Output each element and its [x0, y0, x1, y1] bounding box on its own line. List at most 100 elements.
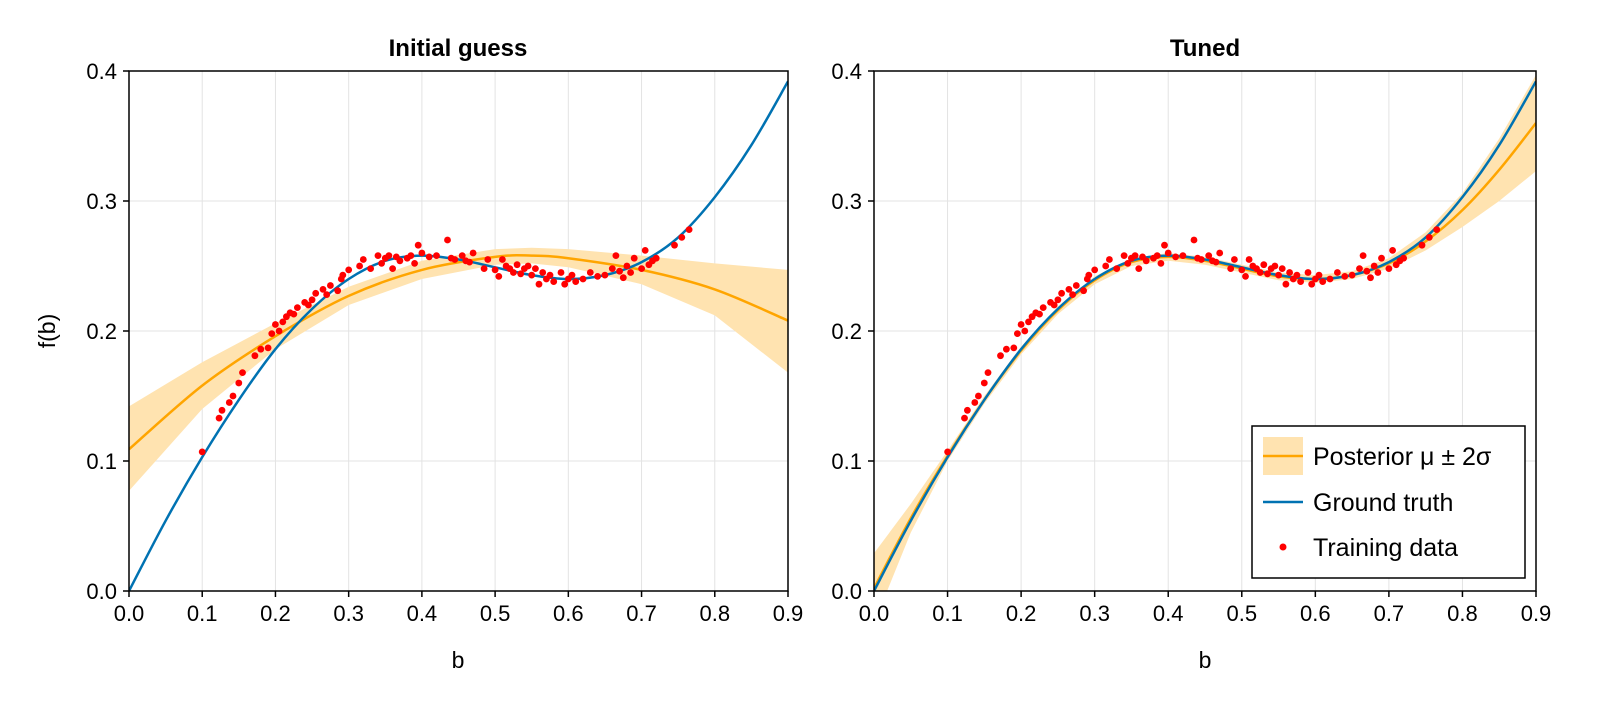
training-data-point: [1341, 273, 1349, 280]
training-data-point: [1418, 241, 1426, 249]
training-data-point: [1425, 234, 1433, 241]
x-tick-label: 0.8: [699, 601, 730, 626]
training-data-point: [1216, 249, 1224, 257]
training-data-point: [619, 274, 627, 282]
training-data-point: [345, 266, 353, 274]
training-data-point: [215, 414, 223, 422]
training-data-point: [229, 392, 237, 400]
training-data-point: [1190, 236, 1198, 244]
x-tick-label: 0.2: [260, 601, 291, 626]
training-data-point: [532, 265, 539, 272]
x-tick-label: 0.0: [114, 601, 145, 626]
y-tick-label: 0.3: [831, 189, 862, 214]
training-data-point: [1179, 252, 1187, 259]
training-data-point: [572, 278, 580, 285]
training-data-point: [308, 296, 316, 304]
panel-initial-guess: 0.0 0.1 0.2 0.3 0.4 0.5 0.6 0.7 0.8 0.9 0.0 0.1 0.2 0…: [34, 35, 803, 673]
training-data-point: [444, 236, 451, 244]
training-data-point: [1021, 327, 1029, 335]
training-data-point: [411, 260, 418, 267]
training-data-point: [1334, 269, 1341, 276]
training-data-point: [971, 399, 979, 406]
training-data-point: [1433, 226, 1441, 234]
training-data-point: [418, 249, 426, 257]
ground-truth-line: [129, 80, 788, 591]
training-data-point: [385, 252, 393, 259]
training-data-point: [425, 253, 433, 261]
training-data-point: [1142, 257, 1150, 265]
training-data-point: [997, 352, 1004, 360]
training-data-point: [1072, 282, 1080, 289]
training-data-point: [517, 270, 525, 278]
training-data-point: [1197, 256, 1205, 263]
training-data-point: [396, 257, 404, 265]
y-tick-label: 0.4: [831, 59, 862, 84]
training-data-point: [984, 369, 992, 376]
training-data-point: [975, 392, 982, 400]
training-data-point: [312, 289, 320, 297]
training-data-point: [1275, 271, 1282, 279]
training-data-point: [480, 265, 488, 272]
x-tick-label: 0.5: [480, 601, 511, 626]
chart-title: Tuned: [1170, 35, 1240, 62]
training-data-point: [1286, 269, 1293, 276]
training-data-point: [616, 267, 623, 275]
training-data-point: [275, 327, 283, 335]
training-data-point: [1363, 267, 1371, 275]
training-data-point: [627, 269, 634, 276]
training-data-point: [1212, 258, 1220, 266]
y-tick-label: 0.0: [86, 579, 117, 604]
training-data-point: [1400, 254, 1407, 262]
training-data-point: [1102, 262, 1110, 270]
ground-truth-line: [874, 80, 1536, 591]
training-data-point: [685, 226, 693, 234]
training-data-point: [1161, 241, 1168, 249]
y-axis-label: f(b): [34, 314, 60, 349]
training-data-point: [546, 271, 554, 279]
x-tick-label: 0.9: [773, 601, 804, 626]
chart-title: Initial guess: [389, 35, 528, 62]
training-data-point: [225, 399, 233, 406]
training-data-point: [1378, 254, 1385, 262]
training-data-point: [1172, 253, 1179, 261]
training-data-point: [1271, 262, 1279, 270]
training-data-point: [1120, 252, 1128, 259]
y-tick-label: 0.0: [831, 579, 862, 604]
training-data-point: [1205, 252, 1213, 259]
x-tick-label: 0.2: [1006, 601, 1037, 626]
training-data-point: [407, 252, 415, 259]
training-data-point: [608, 265, 616, 272]
training-data-point: [1231, 256, 1238, 263]
x-tick-label: 0.8: [1447, 601, 1478, 626]
training-data-point: [1014, 330, 1021, 337]
training-data-point: [1131, 252, 1139, 259]
training-data-point: [1017, 321, 1025, 328]
x-tick-label: 0.3: [1079, 601, 1110, 626]
training-data-point: [1036, 310, 1043, 318]
training-data-point: [1278, 265, 1286, 272]
training-data-point: [1113, 265, 1121, 272]
training-data-point: [334, 287, 342, 295]
training-data-point: [495, 273, 503, 280]
training-data-point: [1315, 271, 1323, 279]
training-data-point: [964, 406, 971, 414]
training-data-point: [1367, 274, 1374, 282]
x-tick-label: 0.4: [1153, 601, 1184, 626]
training-data-point: [586, 269, 594, 276]
training-data-point: [524, 262, 532, 270]
training-data-point: [1135, 265, 1143, 272]
training-data-point: [528, 271, 536, 279]
training-data-point: [484, 256, 492, 263]
training-data-point: [638, 265, 645, 272]
training-data-point: [359, 256, 367, 263]
training-data-point: [1374, 269, 1382, 276]
training-data-point: [257, 345, 265, 353]
training-data-point: [290, 310, 298, 318]
training-data-point: [1058, 289, 1065, 297]
training-data-point: [1065, 286, 1073, 293]
x-axis-label: b: [1199, 647, 1212, 673]
training-data-point: [1153, 252, 1161, 259]
training-data-point: [1359, 252, 1367, 259]
y-tick-label: 0.2: [831, 319, 862, 344]
